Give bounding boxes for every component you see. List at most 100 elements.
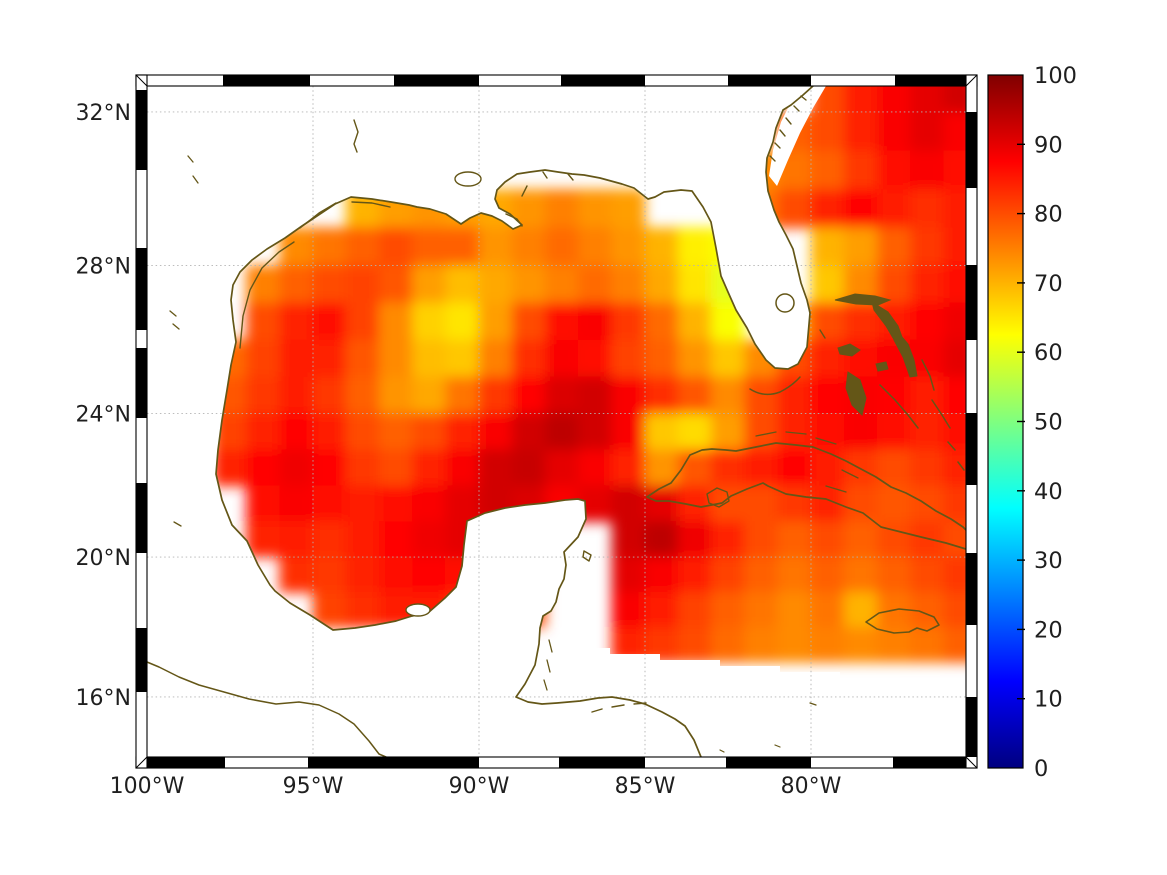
heatmap-cell [312, 376, 347, 414]
island-eleuthera [893, 328, 918, 378]
heatmap-cell [478, 339, 513, 378]
heatmap-cell [379, 339, 413, 378]
laguna-terminos [405, 603, 431, 617]
heatmap-cell [877, 150, 911, 190]
heatmap-cell [246, 302, 281, 341]
frame-corner-bevel [965, 756, 978, 769]
heatmap-cell [810, 265, 845, 304]
heatmap-cell [943, 86, 966, 113]
heatmap-cell [744, 485, 779, 522]
heatmap-cell [877, 111, 911, 152]
heatmap-cell [744, 413, 779, 451]
heatmap-cell [345, 227, 380, 266]
heatmap-cell [412, 521, 447, 558]
heatmap-cell [677, 376, 712, 414]
heatmap-cell [478, 413, 513, 451]
heatmap-cell [213, 449, 247, 487]
heatmap-cell [677, 227, 712, 266]
heatmap-cell [611, 265, 646, 304]
heatmap-cell [611, 485, 646, 522]
texas-barrier-islands [239, 201, 391, 349]
heatmap-cell [246, 265, 281, 304]
heatmap-cell [578, 449, 613, 487]
heatmap-cell [877, 449, 911, 487]
heatmap-cell [379, 485, 413, 522]
heatmap-cell [511, 302, 546, 341]
heatmap-cell [611, 227, 646, 266]
heatmap-cell [677, 413, 712, 451]
frame-corner-bevel [135, 74, 148, 87]
frame-black-segment [136, 348, 147, 418]
heatmap-cell [279, 485, 314, 522]
colorbar-tick-label: 60 [1034, 340, 1063, 366]
frame-black-segment [394, 75, 479, 86]
heatmap-cell [910, 265, 945, 304]
heatmap-cell [412, 485, 447, 522]
heatmap-cell [379, 556, 413, 593]
heatmap-cell [810, 521, 845, 558]
bay-islands-honduras [591, 702, 647, 713]
heatmap-cell [246, 339, 281, 378]
heatmap-cell [312, 521, 347, 558]
heatmap-cell [877, 189, 911, 229]
coastline-layer [147, 86, 966, 757]
colorbar-tick-label: 20 [1034, 617, 1063, 643]
heatmap-cell [711, 449, 745, 487]
heatmap-cell [711, 521, 745, 558]
heatmap-cell [578, 302, 613, 341]
heatmap-cell [445, 485, 480, 522]
heatmap-cell [279, 376, 314, 414]
heatmap-cell [312, 413, 347, 451]
frame-corner-bevel [965, 74, 978, 87]
map-frame [135, 74, 978, 769]
frame-bottom-band [135, 756, 978, 769]
heatmap-cell [445, 449, 480, 487]
y-tick-label: 16°N [76, 686, 131, 711]
heatmap-cell [345, 302, 380, 341]
heatmap-cell [910, 413, 945, 451]
heatmap-cell [246, 485, 281, 522]
y-tick-label: 24°N [76, 403, 131, 428]
heatmap-cell [877, 227, 911, 266]
heatmap-cell [445, 302, 480, 341]
heatmap-cell [511, 265, 546, 304]
heatmap-cell [843, 521, 878, 558]
heatmap-cell [644, 591, 679, 628]
heatmap-cell [677, 265, 712, 304]
caribbean-specks [719, 702, 817, 753]
island-cozumel [582, 550, 592, 562]
heatmap-cell [943, 449, 966, 487]
island-andros [845, 371, 867, 416]
heatmap-cell [545, 413, 579, 451]
heatmap-cell [379, 302, 413, 341]
heatmap-cell [445, 376, 480, 414]
heatmap-cell [412, 376, 447, 414]
heatmap-cell [677, 339, 712, 378]
heatmap-cell [810, 111, 845, 152]
heatmap-cell [843, 302, 878, 341]
heatmap-cell [943, 591, 966, 628]
frame-black-segment [561, 75, 645, 86]
frame-black-segment [559, 757, 645, 768]
heatmap-cell [644, 227, 679, 266]
island-jamaica [865, 608, 940, 634]
heatmap-cell [412, 265, 447, 304]
heatmap-cell [445, 339, 480, 378]
no-data-atlantic-wedge [769, 86, 826, 186]
heatmap-cell [744, 556, 779, 593]
heatmap-cell [810, 591, 845, 628]
heatmap-cell [711, 376, 745, 414]
heatmap-cell [810, 449, 845, 487]
heatmap-cell [279, 265, 314, 304]
heatmap-cell [279, 556, 314, 593]
heatmap-cell [379, 227, 413, 266]
frame-black-segment [893, 757, 966, 768]
heatmap-cell [478, 302, 513, 341]
heatmap-cell [744, 376, 779, 414]
coastline-mainland [215, 86, 814, 757]
lake-pontchartrain [454, 171, 482, 187]
heatmap-cell [777, 556, 812, 593]
island-bimini [819, 329, 826, 339]
colorbar-tick-label: 90 [1034, 132, 1063, 158]
heatmap-cell [445, 413, 480, 451]
